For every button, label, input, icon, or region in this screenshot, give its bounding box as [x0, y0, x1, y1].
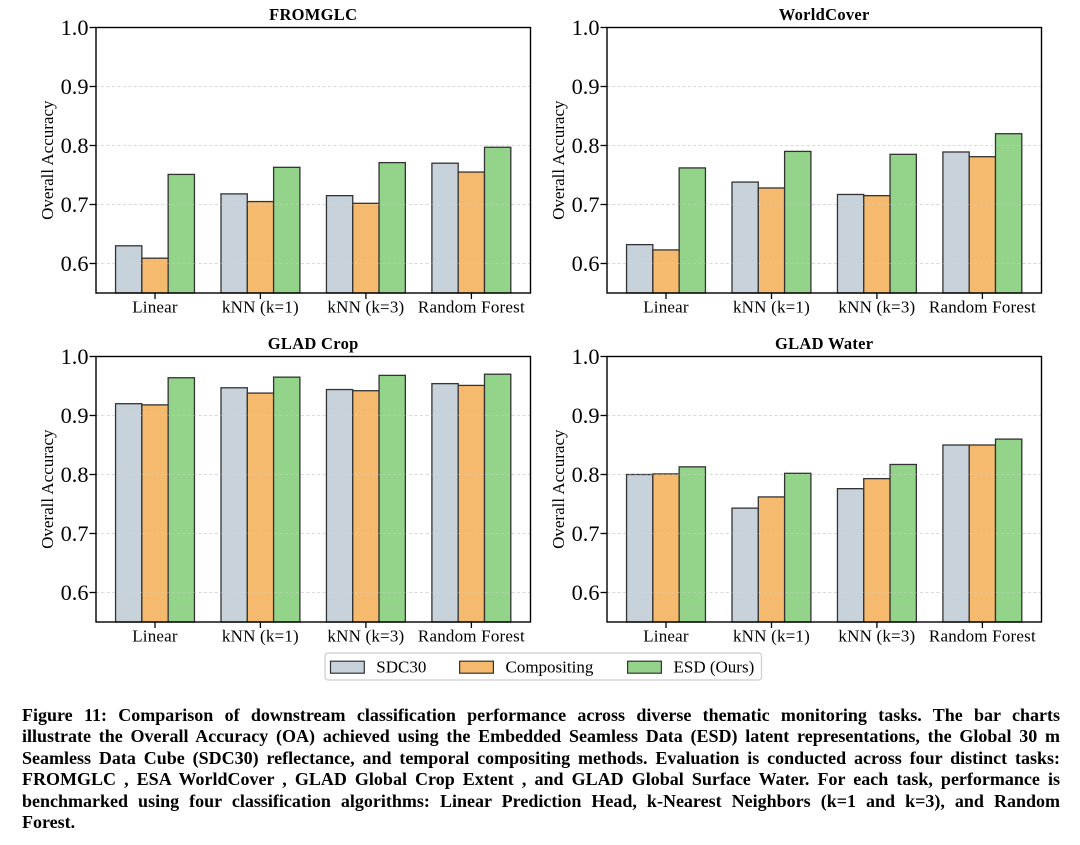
svg-text:kNN (k=3): kNN (k=3): [838, 627, 915, 646]
svg-text:0.7: 0.7: [572, 521, 600, 546]
svg-text:Compositing: Compositing: [506, 657, 594, 676]
svg-text:0.7: 0.7: [61, 192, 89, 217]
svg-text:kNN (k=1): kNN (k=1): [733, 627, 810, 646]
svg-text:0.9: 0.9: [61, 403, 89, 428]
svg-text:1.0: 1.0: [61, 15, 89, 40]
svg-text:0.8: 0.8: [572, 462, 600, 487]
svg-text:0.6: 0.6: [572, 251, 600, 276]
svg-text:Random Forest: Random Forest: [929, 627, 1036, 646]
svg-text:kNN (k=3): kNN (k=3): [327, 298, 404, 317]
svg-text:Overall Accuracy: Overall Accuracy: [549, 429, 568, 549]
svg-text:Linear: Linear: [643, 298, 689, 317]
svg-text:0.8: 0.8: [61, 133, 89, 158]
svg-text:Linear: Linear: [132, 298, 178, 317]
svg-text:GLAD Water: GLAD Water: [775, 334, 873, 353]
svg-text:kNN (k=1): kNN (k=1): [733, 298, 810, 317]
svg-text:Random Forest: Random Forest: [418, 627, 525, 646]
svg-text:kNN (k=1): kNN (k=1): [222, 627, 299, 646]
svg-text:0.9: 0.9: [572, 403, 600, 428]
svg-text:WorldCover: WorldCover: [779, 5, 870, 24]
svg-text:0.6: 0.6: [572, 580, 600, 605]
svg-text:0.6: 0.6: [61, 251, 89, 276]
svg-text:0.8: 0.8: [572, 133, 600, 158]
svg-text:0.9: 0.9: [61, 74, 89, 99]
svg-text:kNN (k=3): kNN (k=3): [838, 298, 915, 317]
svg-text:Overall Accuracy: Overall Accuracy: [38, 100, 57, 220]
svg-text:Random Forest: Random Forest: [929, 298, 1036, 317]
svg-text:1.0: 1.0: [572, 344, 600, 369]
svg-text:1.0: 1.0: [572, 15, 600, 40]
svg-text:0.7: 0.7: [61, 521, 89, 546]
svg-text:kNN (k=3): kNN (k=3): [327, 627, 404, 646]
svg-text:1.0: 1.0: [61, 344, 89, 369]
svg-text:Random Forest: Random Forest: [418, 298, 525, 317]
svg-text:SDC30: SDC30: [376, 657, 426, 676]
svg-text:Overall Accuracy: Overall Accuracy: [549, 100, 568, 220]
svg-text:0.6: 0.6: [61, 580, 89, 605]
svg-text:ESD (Ours): ESD (Ours): [674, 657, 755, 676]
svg-text:Overall Accuracy: Overall Accuracy: [38, 429, 57, 549]
svg-text:Linear: Linear: [132, 627, 178, 646]
svg-text:FROMGLC: FROMGLC: [269, 5, 357, 24]
svg-text:0.7: 0.7: [572, 192, 600, 217]
svg-text:0.8: 0.8: [61, 462, 89, 487]
svg-text:GLAD Crop: GLAD Crop: [268, 334, 359, 353]
svg-text:kNN (k=1): kNN (k=1): [222, 298, 299, 317]
svg-text:0.9: 0.9: [572, 74, 600, 99]
svg-text:Linear: Linear: [643, 627, 689, 646]
